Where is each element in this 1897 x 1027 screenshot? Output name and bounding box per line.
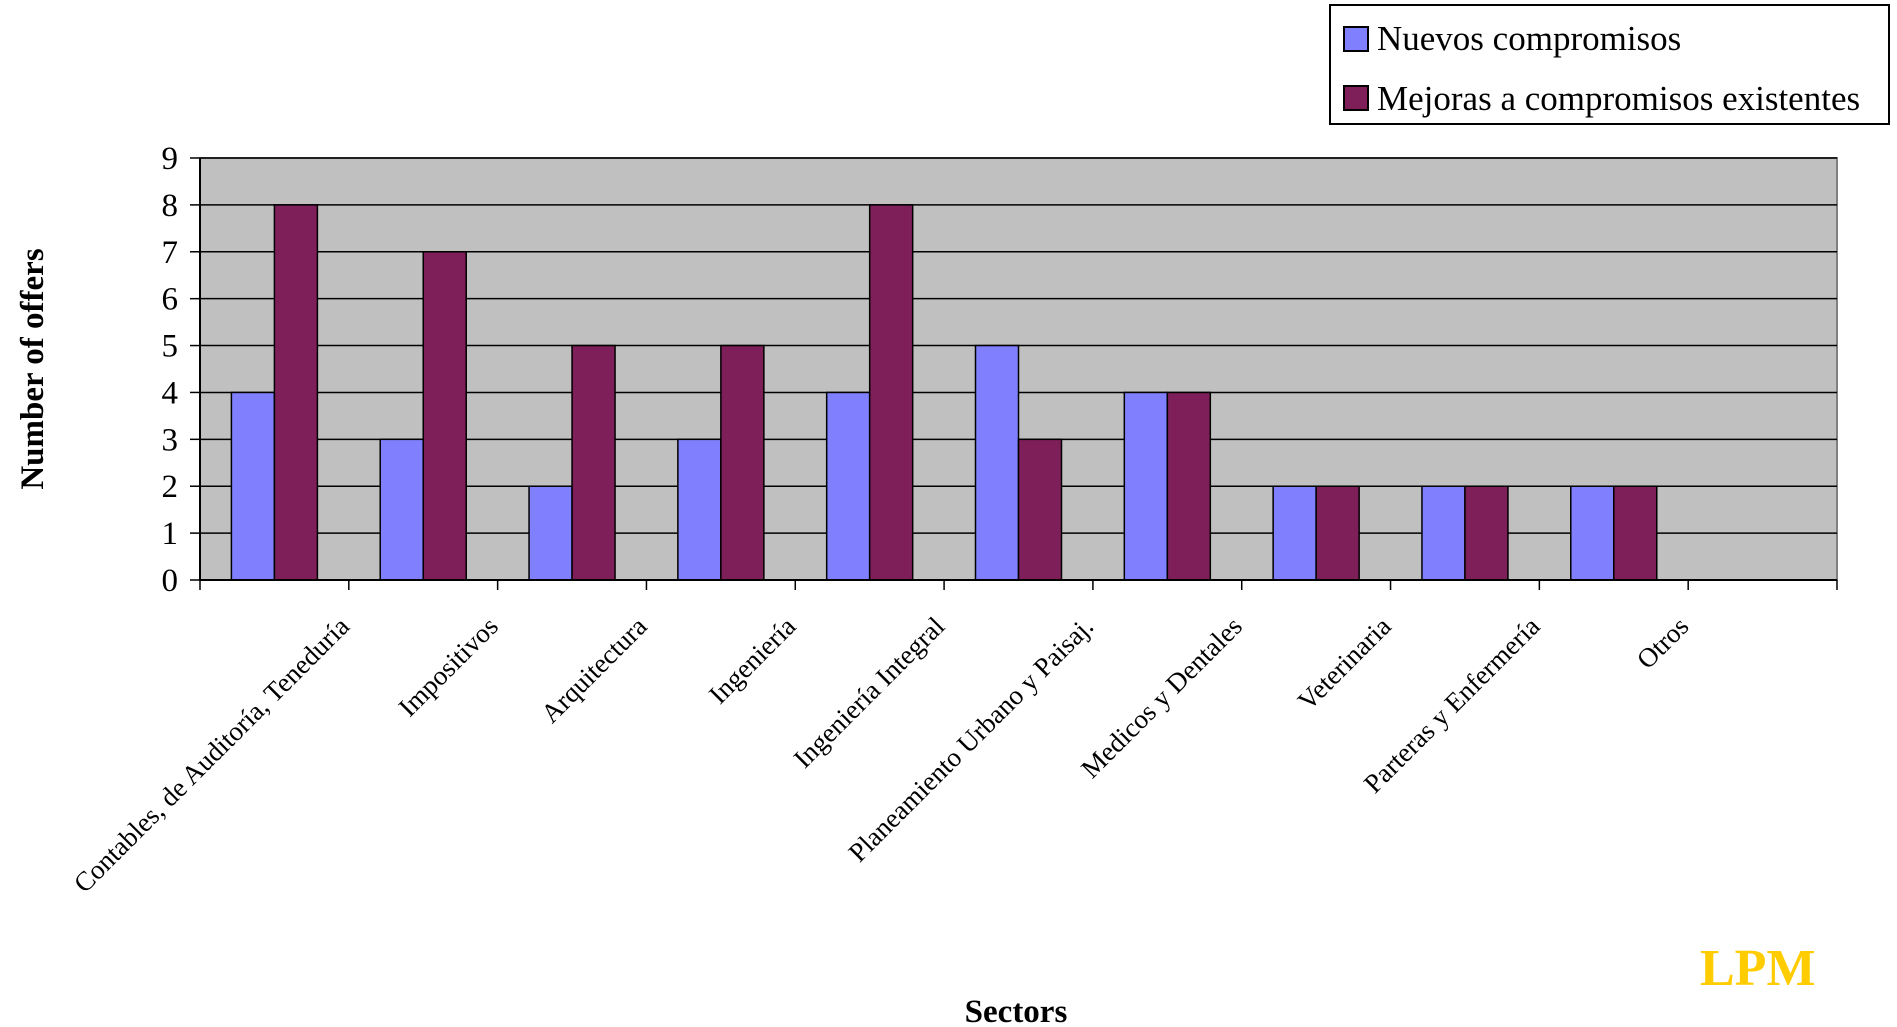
bar-nuevos	[1272, 485, 1317, 581]
y-axis-title: Number of offers	[15, 248, 51, 489]
legend-swatch-nuevos	[1343, 26, 1369, 52]
x-axis-title: Sectors	[965, 994, 1068, 1027]
y-tick-label: 1	[162, 516, 179, 552]
y-tick-label: 4	[162, 375, 179, 411]
bars	[230, 204, 1658, 581]
legend-swatch-mejoras	[1343, 85, 1369, 111]
bar-nuevos	[1123, 391, 1169, 581]
bar-mejoras	[868, 204, 914, 581]
bar-nuevos	[1421, 485, 1466, 581]
y-tick-label: 6	[162, 282, 179, 318]
category-labels: Contables, de Auditoría, Teneduría Imposi…	[68, 611, 1695, 898]
category-label: Contables, de Auditoría, Teneduría	[68, 611, 355, 898]
bar-mejoras	[1464, 485, 1509, 581]
axes	[190, 157, 1838, 590]
bar-nuevos	[379, 438, 424, 581]
y-tick-label: 2	[162, 469, 179, 505]
category-label: Veterinaria	[1292, 611, 1397, 716]
legend-label-mejoras: Mejoras a compromisos existentes	[1377, 79, 1860, 118]
bar-mejoras	[571, 344, 616, 581]
category-label: Ingeniería	[703, 611, 802, 710]
bar-nuevos	[677, 438, 722, 581]
legend: Nuevos compromisos Mejoras a compromisos…	[1329, 4, 1890, 125]
y-tick-label: 9	[162, 141, 179, 177]
bar-mejoras	[1166, 391, 1212, 581]
y-tick-label: 0	[162, 563, 179, 599]
y-tick-label: 3	[162, 422, 179, 458]
category-label: Arquitectura	[535, 611, 653, 729]
bar-mejoras	[1017, 438, 1063, 581]
legend-label-nuevos: Nuevos compromisos	[1377, 19, 1681, 58]
logo-lpm: LPM	[1700, 940, 1816, 997]
bar-mejoras	[720, 344, 765, 581]
category-label: Ingeniería Integral	[788, 611, 951, 774]
bar-nuevos	[230, 391, 276, 581]
bar-nuevos	[825, 391, 871, 581]
y-tick-label: 8	[162, 188, 179, 224]
bar-nuevos	[974, 344, 1020, 581]
bar-mejoras	[422, 251, 467, 581]
category-label: Otros	[1631, 611, 1695, 675]
legend-box	[1329, 4, 1890, 125]
category-label: Planeamiento Urbano y Paisaj.	[843, 611, 1100, 868]
y-tick-label: 5	[162, 329, 179, 365]
bar-nuevos	[528, 485, 573, 581]
bar-mejoras	[273, 204, 319, 581]
y-tick-labels: 0 1 2 3 4 5 6 7 8 9	[162, 141, 179, 599]
bar-mejoras	[1613, 485, 1658, 581]
gridlines	[200, 157, 1837, 534]
category-label: Impositivos	[392, 611, 503, 722]
bar-mejoras	[1315, 485, 1360, 581]
bar-nuevos	[1570, 485, 1615, 581]
category-label: Medicos y Dentales	[1075, 611, 1248, 784]
y-tick-label: 7	[162, 235, 179, 271]
